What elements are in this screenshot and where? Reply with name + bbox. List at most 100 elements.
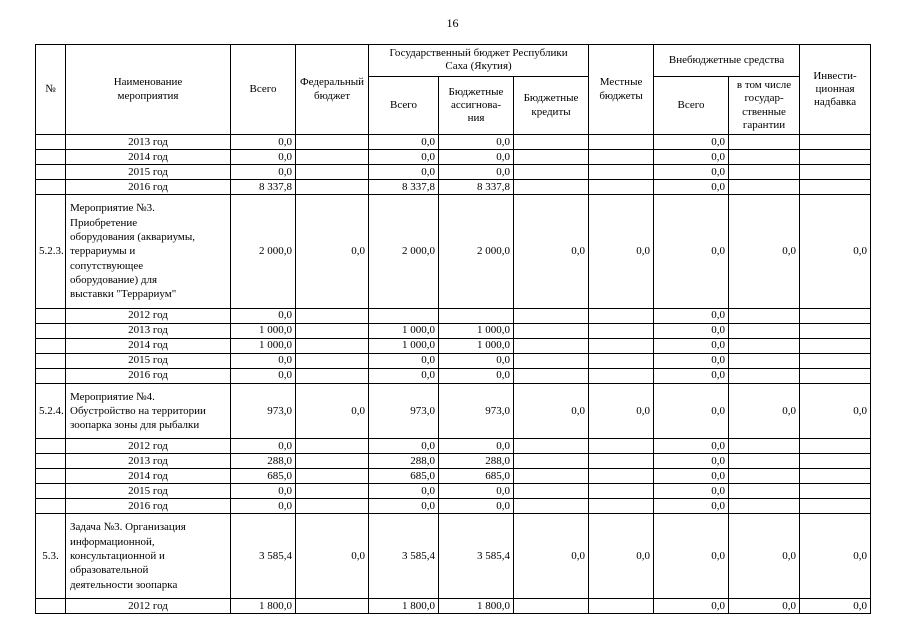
table-row: 2013 год 0,0 0,0 0,0 0,0 [35, 134, 872, 151]
row-value-cell: 0,0 [438, 134, 514, 151]
row-value-cell [728, 367, 801, 384]
row-value-cell [588, 468, 655, 485]
row-index-cell [35, 468, 66, 485]
row-name-cell: 2014 год [65, 149, 231, 166]
row-name-cell: 2015 год [65, 164, 231, 181]
row-value-cell: 0,0 [368, 367, 439, 384]
header-name: Наименование мероприятия [65, 43, 231, 136]
row-value-cell: 0,0 [295, 194, 369, 309]
row-value-cell [295, 483, 369, 500]
row-value-cell: 0,0 [438, 438, 514, 455]
row-value-cell: 3 585,4 [230, 513, 296, 599]
row-value-cell: 2 000,0 [230, 194, 296, 309]
table-row: 2012 год 0,0 0,0 [35, 307, 872, 324]
row-value-cell [512, 337, 590, 354]
row-value-cell: 685,0 [368, 468, 439, 485]
row-value-cell [588, 322, 655, 339]
row-value-cell [799, 438, 872, 455]
row-value-cell: 0,0 [653, 367, 730, 384]
row-index-cell [35, 307, 66, 324]
table-body: 2013 год 0,0 0,0 0,0 0,0 2014 год 0,0 0,0 0,0 0,0… [35, 134, 872, 614]
row-value-cell [588, 179, 655, 196]
row-value-cell [512, 438, 590, 455]
row-value-cell: 0,0 [438, 352, 514, 369]
row-index-cell [35, 438, 66, 455]
row-value-cell: 3 585,4 [368, 513, 439, 599]
row-index-cell [35, 337, 66, 354]
row-value-cell [799, 468, 872, 485]
row-value-cell [295, 352, 369, 369]
row-index-cell [35, 498, 66, 515]
row-value-cell [588, 597, 655, 614]
row-index-cell [35, 149, 66, 166]
row-value-cell: 0,0 [653, 468, 730, 485]
row-value-cell [295, 468, 369, 485]
row-value-cell [799, 134, 872, 151]
row-value-cell [588, 483, 655, 500]
row-value-cell [799, 367, 872, 384]
row-value-cell: 0,0 [368, 149, 439, 166]
row-index-cell [35, 483, 66, 500]
row-value-cell: 0,0 [728, 194, 801, 309]
table-row: 2013 год 288,0 288,0 288,0 0,0 [35, 453, 872, 470]
row-value-cell: 0,0 [799, 597, 872, 614]
row-value-cell: 685,0 [438, 468, 514, 485]
row-value-cell [799, 149, 872, 166]
row-value-cell [728, 337, 801, 354]
row-value-cell [728, 483, 801, 500]
row-value-cell: 0,0 [653, 498, 730, 515]
row-value-cell [728, 453, 801, 470]
row-value-cell: 0,0 [230, 149, 296, 166]
row-value-cell: 8 337,8 [230, 179, 296, 196]
row-value-cell [368, 307, 439, 324]
row-value-cell: 0,0 [653, 164, 730, 181]
row-value-cell: 0,0 [368, 352, 439, 369]
row-name-cell: Мероприятие №3. Приобретение оборудовани… [65, 194, 231, 309]
row-value-cell: 1 000,0 [438, 337, 514, 354]
row-value-cell [799, 337, 872, 354]
row-value-cell: 0,0 [438, 483, 514, 500]
row-value-cell: 0,0 [653, 438, 730, 455]
row-name-cell: 2016 год [65, 367, 231, 384]
row-value-cell: 0,0 [799, 194, 872, 309]
row-value-cell: 0,0 [368, 498, 439, 515]
row-value-cell: 1 000,0 [368, 337, 439, 354]
header-total: Всего [230, 43, 296, 136]
row-value-cell: 3 585,4 [438, 513, 514, 599]
row-value-cell [512, 352, 590, 369]
row-value-cell: 1 000,0 [438, 322, 514, 339]
row-value-cell [588, 337, 655, 354]
row-index-cell: 5.3. [35, 513, 66, 599]
row-value-cell [295, 453, 369, 470]
row-value-cell [588, 149, 655, 166]
row-value-cell: 0,0 [368, 164, 439, 181]
table-row: 2016 год 0,0 0,0 0,0 0,0 [35, 367, 872, 384]
row-value-cell [512, 134, 590, 151]
row-value-cell: 1 000,0 [230, 322, 296, 339]
row-value-cell: 0,0 [588, 194, 655, 309]
row-value-cell [295, 134, 369, 151]
table-row: 2016 год 8 337,8 8 337,8 8 337,8 0,0 [35, 179, 872, 196]
row-value-cell [728, 164, 801, 181]
row-value-cell [728, 498, 801, 515]
row-value-cell: 0,0 [653, 337, 730, 354]
row-value-cell [799, 498, 872, 515]
row-value-cell [799, 483, 872, 500]
row-value-cell: 288,0 [368, 453, 439, 470]
row-value-cell [438, 307, 514, 324]
row-name-cell: 2014 год [65, 468, 231, 485]
row-value-cell [728, 149, 801, 166]
row-value-cell: 0,0 [653, 513, 730, 599]
row-value-cell: 0,0 [653, 483, 730, 500]
row-index-cell: 5.2.4. [35, 382, 66, 440]
row-value-cell: 1 000,0 [368, 322, 439, 339]
row-value-cell [728, 179, 801, 196]
row-name-cell: 2012 год [65, 438, 231, 455]
row-value-cell [588, 352, 655, 369]
row-value-cell [295, 307, 369, 324]
row-name-cell: Задача №3. Организация информационной, к… [65, 513, 231, 599]
row-value-cell [799, 179, 872, 196]
row-value-cell: 0,0 [728, 382, 801, 440]
header-state-total: Всего [368, 75, 439, 136]
header-extra-total: Всего [653, 75, 730, 136]
